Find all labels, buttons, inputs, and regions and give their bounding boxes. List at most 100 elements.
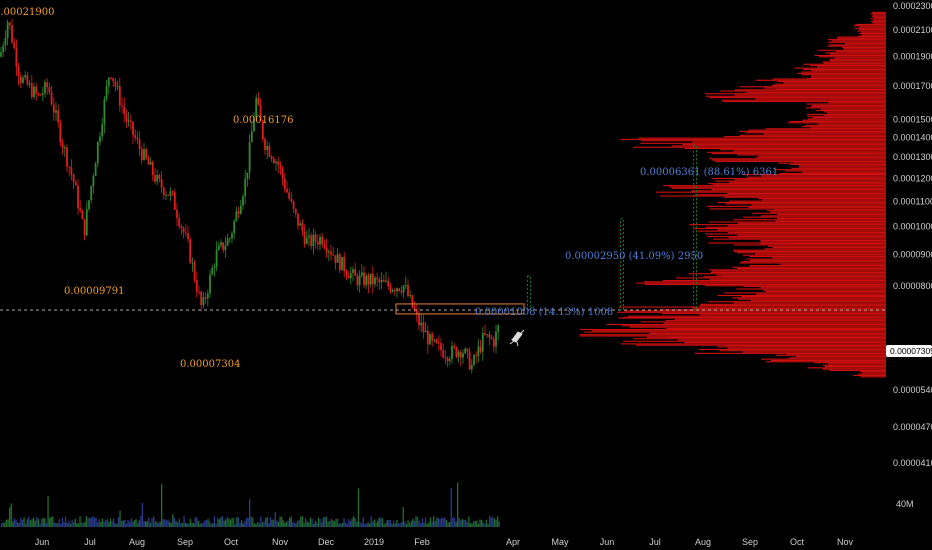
candle-body	[28, 83, 31, 85]
candle-body	[279, 164, 282, 169]
volume-bar	[274, 512, 276, 527]
volume-bar	[445, 519, 448, 527]
volume-bar	[218, 519, 220, 527]
volume-profile-bar	[822, 368, 886, 370]
volume-profile-bar	[689, 224, 886, 226]
volume-profile-bar	[853, 374, 886, 377]
volume-profile-bar	[775, 220, 886, 222]
volume-profile-bar	[802, 119, 886, 121]
candle-body	[176, 209, 178, 219]
volume-profile-bar	[711, 153, 886, 155]
volume-bar	[164, 519, 166, 527]
time-axis[interactable]: Jun Jul Aug Sep Oct Nov Dec 2019 Feb Apr May Jun Jul…	[35, 537, 854, 547]
volume-bar	[1, 523, 3, 527]
low-sep-label: 0.00007304	[180, 359, 240, 370]
volume-profile-bar	[763, 133, 886, 135]
volume-profile-bar	[678, 339, 886, 341]
volume-bar	[476, 520, 478, 527]
volume-bar	[141, 503, 144, 527]
candle-body	[462, 353, 464, 358]
candle-body	[50, 92, 53, 105]
volume-bar	[314, 521, 316, 527]
candle-body	[363, 272, 365, 286]
candle-body	[226, 238, 229, 246]
volume-bar	[354, 518, 356, 527]
candle-body	[385, 280, 387, 282]
volume-bar	[282, 520, 284, 527]
candle-body	[193, 262, 196, 280]
volume-bar	[180, 522, 182, 527]
volume-profile-bar	[698, 348, 886, 350]
volume-profile-bar	[692, 307, 886, 309]
volume-profile-bar	[795, 356, 886, 358]
volume-profile-bar	[711, 189, 886, 191]
volume-profile-bar	[834, 57, 886, 59]
volume-profile-bar	[788, 357, 886, 359]
candle-body	[233, 220, 236, 234]
volume-bar	[490, 517, 492, 527]
candle-body	[101, 124, 104, 137]
volume-profile-bar	[859, 29, 886, 31]
candle-body	[356, 275, 359, 286]
volume-bar	[130, 518, 132, 527]
candle-body	[429, 334, 431, 345]
candle-body	[46, 82, 49, 88]
volume-profile-bar	[811, 104, 886, 106]
price-tick-label: 0.00008000	[893, 281, 932, 291]
volume-bar	[173, 517, 176, 527]
volume-profile-bar	[836, 37, 886, 39]
volume-bar	[484, 523, 486, 527]
volume-bar	[378, 517, 380, 527]
volume-bar	[178, 518, 180, 527]
candle-body	[446, 357, 449, 362]
volume-bar	[26, 519, 28, 527]
volume-bar	[271, 519, 273, 527]
volume-bar	[68, 520, 70, 527]
volume-bar	[297, 520, 299, 527]
candle-body	[288, 192, 291, 199]
volume-profile-bar	[742, 216, 886, 218]
candle-body	[96, 141, 99, 164]
volume-profile-bar	[760, 243, 886, 245]
volume-bar	[117, 517, 120, 527]
volume-bar	[228, 518, 230, 527]
volume-bar	[393, 520, 395, 527]
candle-body	[336, 254, 339, 263]
volume-bar	[327, 521, 329, 527]
volume-profile-bar	[798, 165, 886, 167]
volume-bar	[209, 521, 211, 527]
volume-bar	[229, 519, 232, 527]
volume-profile-bar	[801, 71, 886, 73]
volume-profile-bar	[734, 179, 886, 181]
candle-body	[424, 330, 427, 333]
volume-bar	[7, 519, 9, 527]
volume-bar	[385, 522, 387, 527]
volume-bar	[2, 522, 4, 527]
volume-profile-bar	[727, 225, 886, 227]
month-label: Nov	[837, 537, 854, 547]
volume-profile-bar	[749, 265, 886, 267]
volume-profile-bar	[760, 241, 886, 243]
candle-body	[389, 286, 392, 292]
volume-profile-bar	[860, 376, 886, 378]
volume-bar	[124, 519, 126, 527]
price-axis[interactable]: 0.00023000 0.00021000 0.00019000 0.00017000…	[893, 1, 932, 468]
candle-body	[475, 354, 478, 356]
candle-body	[492, 338, 495, 347]
volume-profile-bar	[737, 222, 886, 224]
volume-profile-bar	[858, 32, 886, 35]
volume-bar	[239, 522, 241, 527]
volume-profile-bar	[708, 269, 886, 271]
month-label: Sep	[177, 537, 193, 547]
volume-profile-bar	[738, 298, 886, 300]
candle-body	[277, 161, 280, 165]
candle-body	[184, 232, 187, 234]
candle-body	[345, 271, 348, 276]
volume-bar	[481, 520, 483, 527]
volume-bar	[87, 518, 89, 527]
volume-bar	[405, 523, 408, 527]
volume-bars	[1, 482, 500, 527]
volume-profile-bar	[751, 204, 886, 206]
volume-profile-bar	[741, 295, 886, 298]
